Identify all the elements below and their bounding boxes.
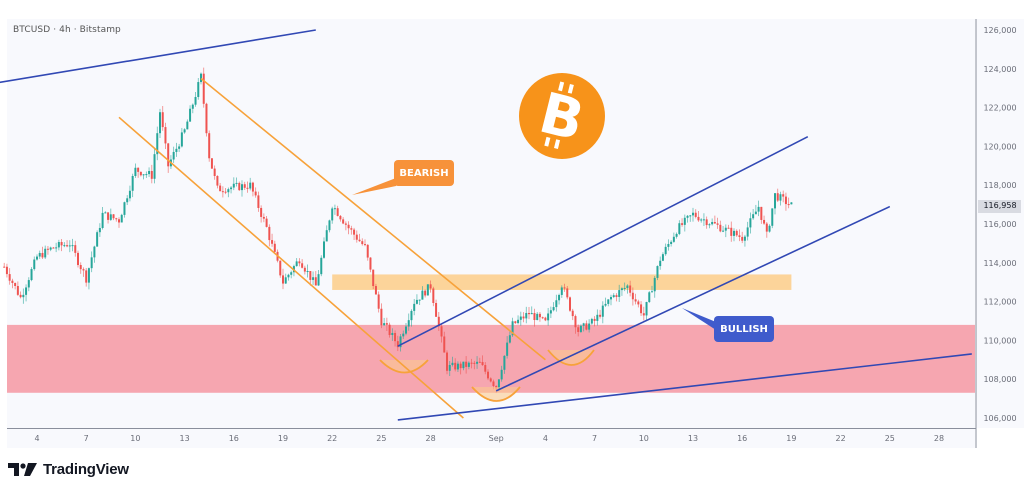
bullish_channel_lower[interactable] xyxy=(495,205,891,392)
price-tick-label: 112,000 xyxy=(983,298,1016,307)
bullish-callout-tail xyxy=(682,308,716,330)
bearish_channel_upper[interactable] xyxy=(200,77,546,361)
price-tick-label: 124,000 xyxy=(983,65,1016,74)
price-tick-label: 116,000 xyxy=(983,220,1016,229)
time-axis-ticks: 4 7 10 13 16 19 22 25 28 Sep 4 7 10 13 16 19 22 25 28 xyxy=(34,434,944,443)
time-tick-label: 22 xyxy=(836,434,846,443)
bearish_channel_lower[interactable] xyxy=(118,116,464,419)
support_zone xyxy=(7,324,975,393)
time-tick-label: Sep xyxy=(489,434,504,443)
price-tick-label: 126,000 xyxy=(983,26,1016,35)
time-tick-label: 25 xyxy=(376,434,386,443)
time-tick-label: 28 xyxy=(426,434,436,443)
price-tick-label: 108,000 xyxy=(983,375,1016,384)
zones-layer xyxy=(7,274,975,393)
price-tick-label: 122,000 xyxy=(983,104,1016,113)
bearish-callout: BEARISH xyxy=(394,160,454,186)
time-tick-label: 19 xyxy=(786,434,796,443)
long_term_support[interactable] xyxy=(397,353,972,421)
time-tick-label: 13 xyxy=(688,434,698,443)
rounded-bottom-arcs xyxy=(379,349,595,402)
candles-layer xyxy=(3,67,793,394)
price-tick-label: 114,000 xyxy=(983,259,1016,268)
rounded-bottom-arc-3 xyxy=(547,349,595,366)
time-tick-label: 7 xyxy=(84,434,89,443)
tradingview-brand[interactable]: TradingView xyxy=(8,461,129,478)
current-price-label: 116,958 xyxy=(983,201,1017,210)
price-tick-label: 118,000 xyxy=(983,181,1016,190)
bearish-callout-tail xyxy=(352,178,396,195)
time-tick-label: 4 xyxy=(543,434,548,443)
time-tick-label: 19 xyxy=(278,434,288,443)
time-tick-label: 4 xyxy=(34,434,39,443)
long_term_resistance[interactable] xyxy=(0,29,316,84)
price-tick-label: 120,000 xyxy=(983,142,1016,151)
time-tick-label: 13 xyxy=(180,434,190,443)
time-axis-pane[interactable] xyxy=(7,429,975,448)
time-tick-label: 16 xyxy=(229,434,239,443)
bullish_channel_upper[interactable] xyxy=(397,135,809,347)
time-tick-label: 10 xyxy=(130,434,140,443)
time-tick-label: 10 xyxy=(639,434,649,443)
tradingview-wordmark: TradingView xyxy=(43,461,129,478)
symbol-label: BTCUSD · 4h · Bitstamp xyxy=(13,25,121,35)
price-axis-ticks: 106,000 108,000 110,000 112,000 114,000 116,0… xyxy=(983,26,1016,423)
current-price-badge xyxy=(978,200,1021,213)
price-axis-pane[interactable] xyxy=(976,19,1024,428)
time-tick-label: 22 xyxy=(327,434,337,443)
bullish-callout: BULLISH xyxy=(714,316,774,342)
bitcoin-logo-icon: B xyxy=(519,73,605,159)
time-tick-label: 16 xyxy=(737,434,747,443)
price-tick-label: 110,000 xyxy=(983,336,1016,345)
time-tick-label: 7 xyxy=(592,434,597,443)
time-tick-label: 28 xyxy=(934,434,944,443)
tradingview-logo-icon xyxy=(8,463,37,476)
resistance_zone xyxy=(332,274,792,290)
trendlines-layer xyxy=(0,29,972,421)
time-tick-label: 25 xyxy=(885,434,895,443)
rounded-bottom-arc-2 xyxy=(471,386,521,402)
price-tick-label: 106,000 xyxy=(983,414,1016,423)
